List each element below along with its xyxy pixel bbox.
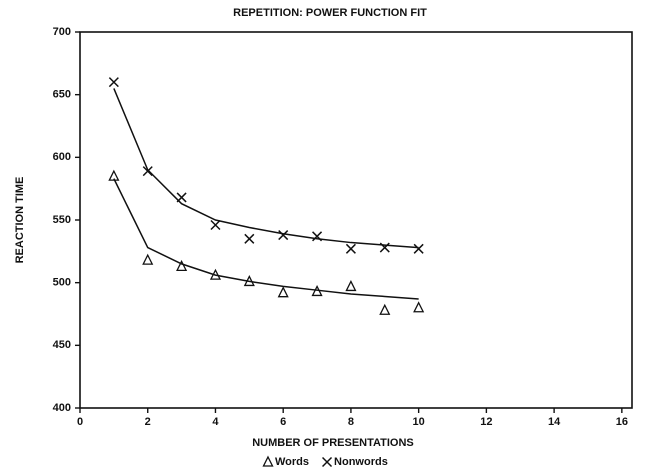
plot-frame [79, 31, 633, 409]
legend-label: Nonwords [334, 456, 388, 468]
x-tick-label: 16 [616, 416, 628, 428]
x-marker [210, 219, 221, 231]
x-marker [322, 456, 333, 468]
chart-title: REPETITION: POWER FUNCTION FIT [233, 7, 427, 19]
x-marker [142, 166, 153, 177]
triangle-marker [176, 259, 188, 272]
triangle-marker [209, 268, 222, 280]
y-tick-label: 550 [53, 214, 71, 226]
x-tick-label: 0 [77, 416, 83, 428]
x-marker [176, 192, 187, 203]
x-marker [278, 230, 289, 241]
x-marker [312, 231, 323, 242]
x-marker [413, 243, 424, 254]
x-marker [108, 77, 119, 88]
x-marker [379, 242, 390, 253]
triangle-marker [277, 286, 289, 298]
x-tick-label: 6 [280, 416, 286, 428]
x-tick-label: 10 [413, 416, 425, 428]
y-tick-label: 400 [53, 402, 71, 414]
y-tick-label: 500 [53, 277, 71, 289]
x-axis-label: NUMBER OF PRESENTATIONS [252, 437, 414, 449]
x-tick-label: 2 [145, 416, 151, 428]
fit-line [113, 178, 419, 300]
legend-label: Words [275, 456, 309, 468]
triangle-marker [379, 303, 391, 315]
fit-line [113, 88, 419, 249]
x-tick-label: 4 [212, 416, 219, 428]
x-tick-label: 8 [348, 416, 354, 428]
x-tick-label: 14 [548, 416, 561, 428]
y-axis-label: REACTION TIME [14, 177, 26, 264]
x-marker [244, 233, 255, 244]
y-tick-label: 650 [53, 89, 71, 101]
triangle-marker [345, 279, 357, 292]
triangle-marker [262, 455, 274, 467]
y-tick-label: 700 [53, 26, 71, 38]
y-tick-label: 600 [53, 151, 71, 163]
x-marker [345, 243, 356, 254]
triangle-marker [142, 253, 154, 265]
triangle-marker [243, 274, 255, 287]
y-tick-label: 450 [53, 339, 71, 351]
triangle-marker [311, 284, 323, 297]
x-tick-label: 12 [480, 416, 492, 428]
triangle-marker [413, 301, 425, 313]
triangle-marker [108, 169, 120, 181]
